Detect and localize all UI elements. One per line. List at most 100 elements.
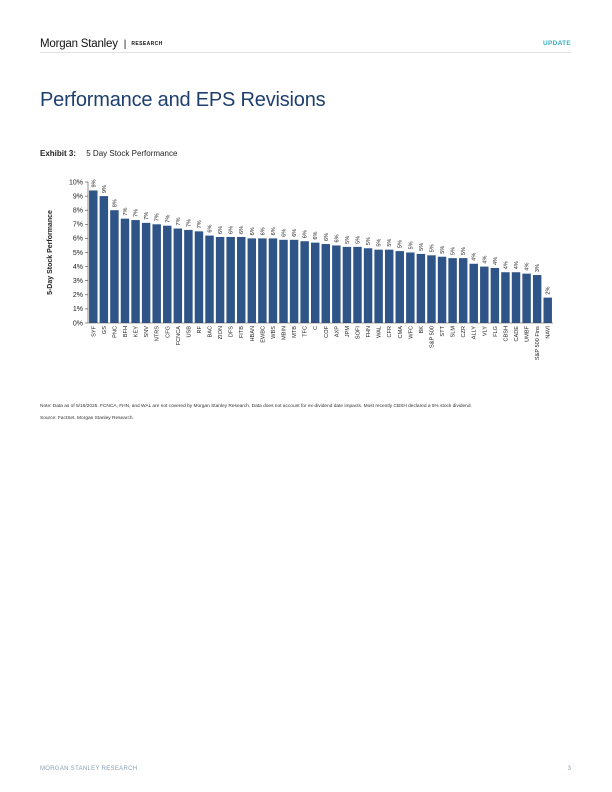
bar [184,229,193,323]
data-label: 6% [292,229,298,237]
category-label: CADE [514,326,520,342]
y-tick-label: 4% [73,264,83,271]
bar [480,266,489,323]
bar [437,256,447,323]
y-tick-label: 7% [73,222,83,229]
category-label: BK [419,326,425,334]
data-label: 6% [229,226,235,234]
bar [205,235,214,323]
category-label: MBIN [282,326,288,340]
category-label: NTRS [155,326,161,341]
y-tick-label: 0% [73,320,83,327]
footer-label: MORGAN STANLEY RESEARCH [40,766,138,772]
data-label: 5% [408,241,414,249]
data-label: 7% [165,215,171,223]
bar [152,224,161,323]
y-tick-label: 8% [73,208,83,215]
data-label: 6% [260,227,266,235]
category-label: GS [102,326,108,334]
category-label: USB [186,326,192,338]
data-label: 9% [102,185,108,193]
data-label: 6% [271,227,277,235]
bar [448,258,457,323]
data-label: 2% [546,287,552,295]
page-number: 3 [567,766,571,772]
bar [363,248,373,323]
bar [279,239,288,323]
bar [511,272,521,323]
category-label: VLY [482,326,488,336]
bar [194,231,204,323]
data-label: 5% [366,237,372,245]
category-label: CFG [165,326,171,338]
update-badge: UPDATE [542,40,571,47]
category-label: C [313,326,319,330]
bar [374,249,383,323]
category-label: MTB [292,326,298,338]
data-label: 4% [493,257,499,265]
data-label: 6% [313,232,319,240]
bar [342,246,352,323]
brand-logo: Morgan Stanley [40,38,118,50]
data-label: 7% [134,209,140,217]
bar [237,236,246,323]
data-label: 6% [208,224,214,232]
category-label: UMBF [525,325,531,341]
y-tick-label: 1% [73,306,83,313]
y-tick-label: 2% [73,292,83,299]
y-tick-label: 3% [73,278,83,285]
bar [163,225,172,323]
bar [416,253,426,323]
report-header: Morgan Stanley | RESEARCH [40,37,163,51]
data-label: 7% [176,217,182,225]
y-tick-label: 10% [69,179,83,186]
category-label: BAC [208,326,214,338]
data-label: 6% [282,229,288,237]
data-label: 9% [91,179,97,187]
bar [490,268,500,323]
data-label: 5% [461,247,467,255]
category-label: SYF [91,325,97,336]
bar [353,246,362,323]
category-label: CFR [387,326,393,338]
category-label: WBS [271,326,277,339]
bar [543,297,552,323]
category-label: S&P 500 [429,326,435,348]
chart-source: Source: FactSet, Morgan Stanley Research… [40,416,134,421]
exhibit-caption: Exhibit 3: 5 Day Stock Performance [40,149,177,158]
data-label: 7% [197,220,203,228]
bar [300,241,309,323]
bar [458,258,468,323]
bar [268,238,278,323]
category-label: CBSH [503,326,509,342]
section-label: RESEARCH [131,41,163,47]
data-label: 5% [419,243,425,251]
chart-note: Note: Data as of 5/16/2025. FCNCA, FHN, … [40,404,472,409]
y-axis-title: 5-Day Stock Performance [47,210,54,295]
data-label: 5% [451,247,457,255]
category-label: SOFI [355,326,361,339]
category-label: KEY [134,326,140,337]
category-label: S&P 500 Fins [535,326,541,360]
category-label: AXP [334,326,340,337]
bar [131,220,140,323]
data-label: 5% [398,240,404,248]
category-label: WFC [408,326,414,339]
data-label: 4% [514,261,520,269]
category-label: RF [197,325,203,333]
data-label: 4% [482,255,488,263]
bar [289,239,299,323]
data-label: 6% [324,233,330,241]
data-label: 7% [155,213,161,221]
bar [469,263,478,323]
stock-performance-chart: 0% 1% 2% 3% 4% 5% 6% 7% 8% 9% 10% 5-Day Stock Perfo… [47,179,553,360]
category-label: TFC [303,326,309,337]
category-label: NAVI [546,326,552,339]
data-label: 3% [535,264,541,272]
bar [332,245,341,323]
data-label: 8% [112,199,118,207]
header-separator: | [123,38,127,50]
category-label: CZR [461,326,467,338]
data-label: 5% [429,244,435,252]
category-label: JPM [345,326,351,338]
